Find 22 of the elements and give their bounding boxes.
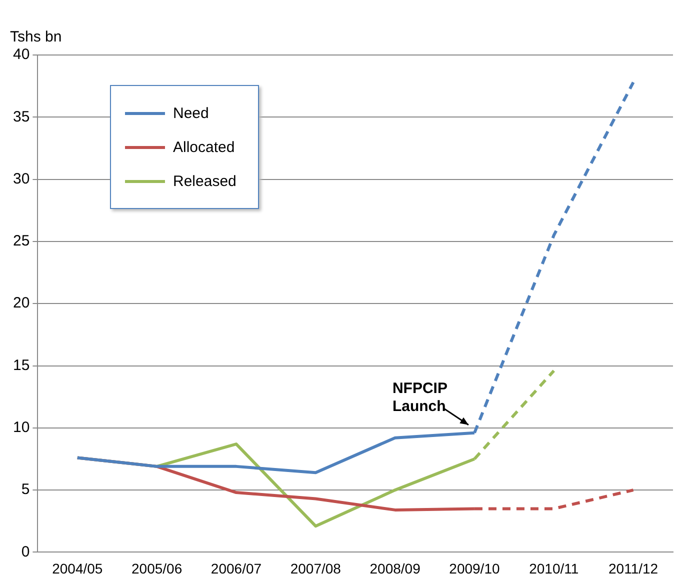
y-tick-label: 5 <box>21 481 30 498</box>
legend-label: Allocated <box>173 138 235 156</box>
legend-label: Released <box>173 172 236 190</box>
y-tick-label: 25 <box>12 232 30 250</box>
y-tick-label: 35 <box>12 108 30 126</box>
annotation: NFPCIP Launch <box>392 380 448 415</box>
x-tick-label: 2011/12 <box>608 560 658 576</box>
y-axis-title: Tshs bn <box>10 28 62 46</box>
x-tick-label: 2005/06 <box>132 560 182 576</box>
x-tick-label: 2007/08 <box>290 560 342 576</box>
y-tick-label: 40 <box>12 46 30 64</box>
x-tick-label: 2009/10 <box>449 560 500 576</box>
y-tick-label: 15 <box>12 356 30 374</box>
y-tick-label: 0 <box>21 543 30 560</box>
x-tick-label: 2010/11 <box>529 560 579 576</box>
y-tick-label: 30 <box>12 170 30 188</box>
x-tick-label: 2008/09 <box>370 560 421 576</box>
legend-label: Need <box>173 104 209 122</box>
y-tick-label: 20 <box>12 294 30 312</box>
x-tick-label: 2004/05 <box>52 560 103 576</box>
x-tick-label: 2006/07 <box>210 560 262 576</box>
y-tick-label: 10 <box>12 419 30 436</box>
